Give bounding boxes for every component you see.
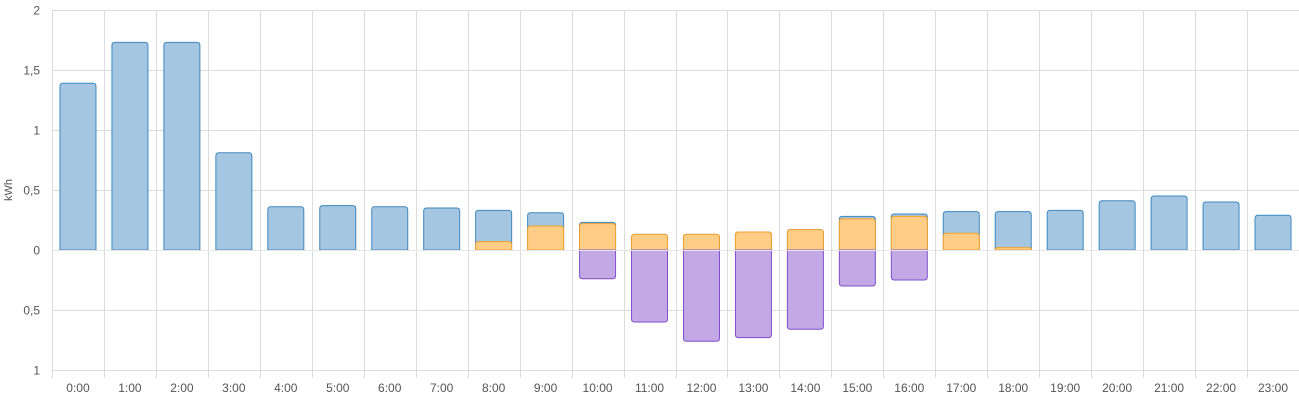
y-tick-label: 1: [33, 124, 40, 138]
solar-bar: [838, 218, 876, 251]
y-tick-label: 0: [33, 244, 40, 258]
grid-lines: [52, 10, 1299, 378]
x-tick-label: 19:00: [1050, 381, 1080, 395]
y-tick-label: 2: [33, 4, 40, 18]
y-tick-label: 1: [33, 364, 40, 378]
x-tick-label: 18:00: [998, 381, 1028, 395]
x-tick-label: 14:00: [790, 381, 820, 395]
x-tick-label: 1:00: [118, 381, 142, 395]
consumption-bar: [1046, 209, 1084, 251]
consumption-bar: [1150, 195, 1188, 251]
y-tick-label: 1,5: [23, 64, 40, 78]
consumption-bar: [475, 209, 513, 251]
x-tick-label: 20:00: [1102, 381, 1132, 395]
x-tick-label: 11:00: [635, 381, 664, 395]
x-tick-label: 6:00: [378, 381, 402, 395]
solar-bar: [994, 247, 1032, 251]
consumption-bar: [319, 205, 357, 251]
return-bar: [579, 249, 617, 280]
consumption-bar: [267, 206, 305, 251]
consumption-bar: [1202, 201, 1240, 251]
x-tick-label: 0:00: [66, 381, 90, 395]
solar-bar: [890, 215, 928, 251]
y-tick-label: 0,5: [23, 184, 40, 198]
solar-bar: [734, 231, 772, 251]
consumption-bar: [423, 207, 461, 251]
x-tick-label: 13:00: [738, 381, 768, 395]
x-tick-label: 3:00: [222, 381, 246, 395]
y-axis-ticks: 2 1,5 1 0,5 0 0,5 1: [23, 4, 40, 378]
y-tick-label: 0,5: [23, 304, 40, 318]
consumption-bar: [59, 82, 97, 251]
x-tick-label: 23:00: [1258, 381, 1288, 395]
solar-bar: [579, 223, 617, 251]
x-axis-ticks: 0:00 1:00 2:00 3:00 4:00 5:00 6:00 7:00 8:00 9:00…: [66, 381, 1288, 395]
consumption-bar: [371, 206, 409, 251]
x-tick-label: 5:00: [326, 381, 350, 395]
x-tick-label: 15:00: [842, 381, 872, 395]
x-tick-label: 4:00: [274, 381, 298, 395]
x-tick-label: 7:00: [430, 381, 454, 395]
y-axis-title: kWh: [3, 179, 15, 201]
solar-bar: [475, 241, 513, 251]
return-bar: [786, 249, 824, 330]
x-tick-label: 8:00: [482, 381, 506, 395]
solar-bar: [682, 233, 720, 251]
x-tick-label: 21:00: [1154, 381, 1184, 395]
solar-bar: [786, 229, 824, 251]
return-bar: [682, 249, 720, 342]
consumption-bar: [215, 152, 253, 251]
consumption-bar: [1254, 214, 1292, 251]
solar-bar: [631, 233, 669, 251]
consumption-bar: [1098, 200, 1136, 251]
x-tick-label: 10:00: [583, 381, 613, 395]
x-tick-label: 9:00: [534, 381, 558, 395]
x-tick-label: 12:00: [686, 381, 716, 395]
return-bar: [890, 249, 928, 281]
return-bar: [734, 249, 772, 339]
x-tick-label: 17:00: [946, 381, 976, 395]
return-bar: [838, 249, 876, 287]
solar-bar: [942, 232, 980, 251]
solar-bar: [527, 225, 565, 251]
return-bar: [631, 249, 669, 323]
x-tick-label: 2:00: [170, 381, 194, 395]
x-tick-label: 16:00: [894, 381, 924, 395]
consumption-bar: [994, 211, 1032, 251]
bars: [52, 41, 1299, 342]
x-tick-label: 22:00: [1206, 381, 1236, 395]
consumption-bar: [111, 41, 149, 251]
consumption-bar: [163, 41, 201, 251]
